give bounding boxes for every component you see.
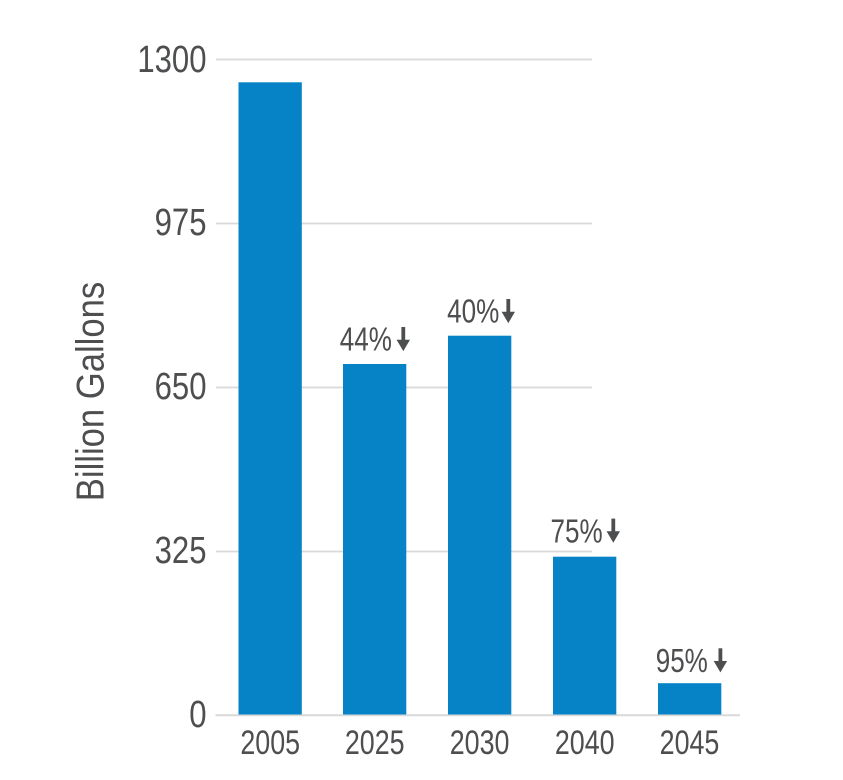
- svg-text:0: 0: [189, 694, 206, 736]
- svg-text:325: 325: [155, 530, 207, 572]
- svg-text:2030: 2030: [450, 724, 510, 762]
- svg-text:975: 975: [155, 202, 207, 244]
- svg-text:2045: 2045: [660, 724, 720, 762]
- svg-text:2005: 2005: [240, 724, 300, 762]
- svg-text:44%: 44%: [340, 322, 392, 359]
- svg-text:Billion Gallons: Billion Gallons: [68, 282, 111, 501]
- svg-text:2025: 2025: [345, 724, 405, 762]
- svg-text:75%: 75%: [551, 513, 603, 550]
- svg-text:650: 650: [155, 366, 207, 408]
- svg-text:95%: 95%: [656, 643, 708, 680]
- svg-text:40%: 40%: [447, 294, 499, 331]
- svg-text:1300: 1300: [137, 39, 206, 81]
- svg-text:2040: 2040: [555, 724, 615, 762]
